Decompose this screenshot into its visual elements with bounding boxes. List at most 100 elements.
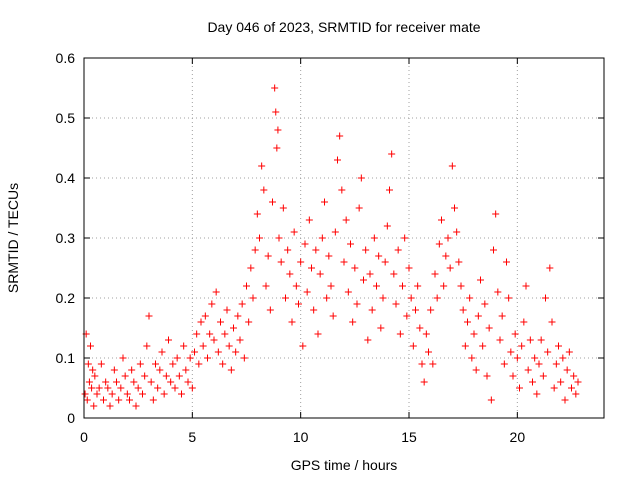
data-point [316,270,324,278]
data-point [277,258,285,266]
data-point [90,402,98,410]
data-point [158,348,166,356]
data-point [539,372,547,380]
data-point [180,342,188,350]
data-point [455,258,463,266]
data-point [247,264,255,272]
data-point [292,282,300,290]
data-point [232,348,240,356]
y-tick-label: 0.5 [56,110,76,126]
data-point [487,396,495,404]
data-point [466,294,474,302]
data-point [273,144,281,152]
data-point [511,330,519,338]
data-point [438,216,445,224]
data-point [264,252,272,260]
data-point [201,312,209,320]
data-point [175,372,183,380]
data-point [379,294,387,302]
data-points [81,84,582,410]
data-point [182,366,190,374]
data-point [559,354,567,362]
data-point [513,354,521,362]
data-point [308,264,315,272]
data-point [468,354,476,362]
axis-tick-labels: 0 0.1 0.2 0.3 0.4 0.5 0.6 0 5 10 15 20 [56,50,526,445]
data-point [377,324,385,332]
data-point [243,282,250,290]
data-point [123,390,131,398]
data-point [210,336,218,344]
grid [84,58,604,418]
y-tick-label: 0.3 [56,230,76,246]
data-point [253,210,261,218]
data-point [260,186,268,194]
data-point [529,378,536,386]
data-point [139,390,146,398]
data-point [500,360,508,368]
data-point [327,282,335,290]
data-point [100,396,107,404]
data-point [169,360,177,368]
data-point [110,366,118,374]
data-point [360,276,367,284]
data-point [407,294,415,302]
data-point [353,300,361,308]
data-point [323,294,331,302]
data-point [472,366,480,374]
data-point [314,330,322,338]
data-point [572,390,580,398]
data-point [490,246,497,254]
data-point [401,234,409,242]
data-point [221,330,229,338]
data-point [405,264,413,272]
data-point [357,174,365,182]
data-point [418,360,426,368]
data-point [240,354,248,362]
data-point [555,342,562,350]
data-point [522,282,530,290]
data-point [102,378,110,386]
data-point [451,204,458,212]
data-point [342,216,350,224]
data-point [507,348,515,356]
data-point [178,390,185,398]
data-point [366,270,374,278]
x-tick-label: 15 [401,429,417,445]
data-point [325,252,333,260]
data-point [516,384,523,392]
data-point [238,300,246,308]
data-point [251,246,259,254]
data-point [204,354,211,362]
data-point [459,306,467,314]
data-point [165,336,172,344]
data-point [546,264,554,272]
data-point [550,384,558,392]
data-point [394,246,402,254]
data-point [331,228,339,236]
data-point [444,234,452,242]
data-point [388,150,396,158]
data-point [386,186,393,194]
data-point [288,318,296,326]
data-point [95,384,103,392]
data-point [349,318,357,326]
x-axis-label: GPS time / hours [291,457,398,473]
data-point [427,306,435,314]
data-point [505,294,513,302]
data-point [390,270,398,278]
data-point [329,312,337,320]
data-point [574,378,582,386]
data-point [392,300,400,308]
data-point [305,216,313,224]
data-point [134,384,142,392]
data-point [160,390,168,398]
data-point [399,282,406,290]
data-point [225,342,233,350]
data-point [474,312,482,320]
axis-ticks [83,57,604,419]
data-point [347,240,354,248]
data-point [117,384,125,392]
data-point [496,336,504,344]
